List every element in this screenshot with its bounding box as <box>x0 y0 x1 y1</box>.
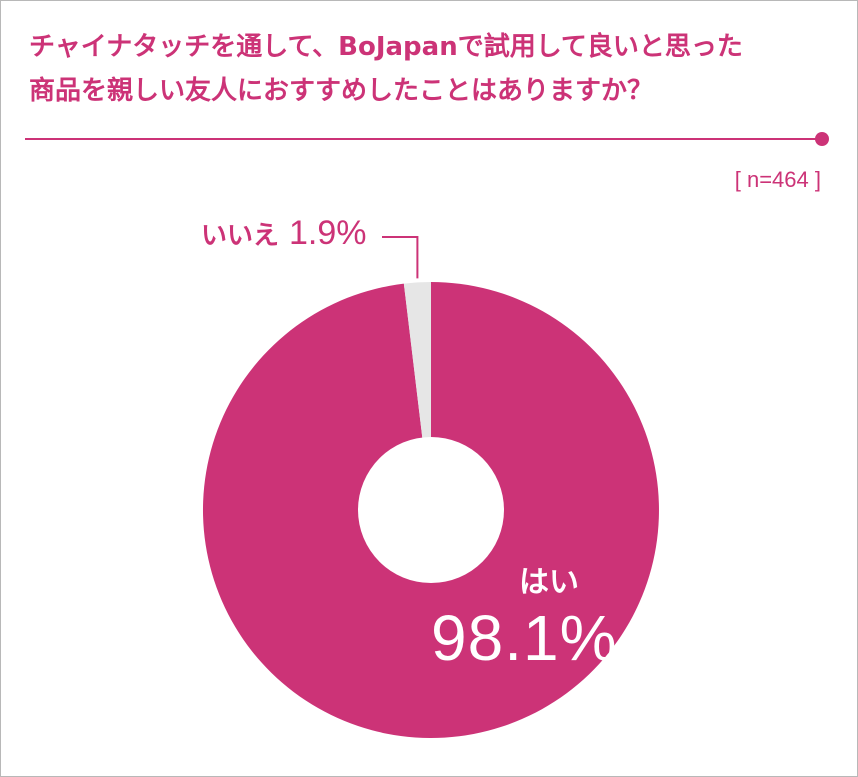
leader-line-iie <box>382 236 419 279</box>
chart-title-line-2: 商品を親しい友人におすすめしたことはありますか？ <box>29 76 654 106</box>
label-hai-category: はい <box>519 565 579 600</box>
label-iie: いいえ 1.9% <box>201 214 367 253</box>
donut-hole <box>358 437 504 583</box>
label-iie-value: 1.9% <box>289 214 367 252</box>
chart-title-line-1: チャイナタッチを通して、BoJapanで試用して良いと思った <box>29 32 743 62</box>
sample-size: [ n=464 ] <box>734 167 821 192</box>
label-iie-category: いいえ <box>201 221 280 251</box>
title-divider <box>25 138 821 140</box>
label-hai-value: 98.1% <box>431 602 618 674</box>
chart-title: チャイナタッチを通して、BoJapanで試用して良いと思った 商品を親しい友人に… <box>29 25 829 113</box>
divider-end-dot <box>815 132 829 146</box>
